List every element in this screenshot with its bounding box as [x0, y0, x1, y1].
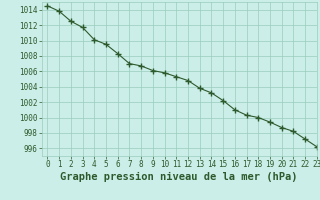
X-axis label: Graphe pression niveau de la mer (hPa): Graphe pression niveau de la mer (hPa) — [60, 172, 298, 182]
